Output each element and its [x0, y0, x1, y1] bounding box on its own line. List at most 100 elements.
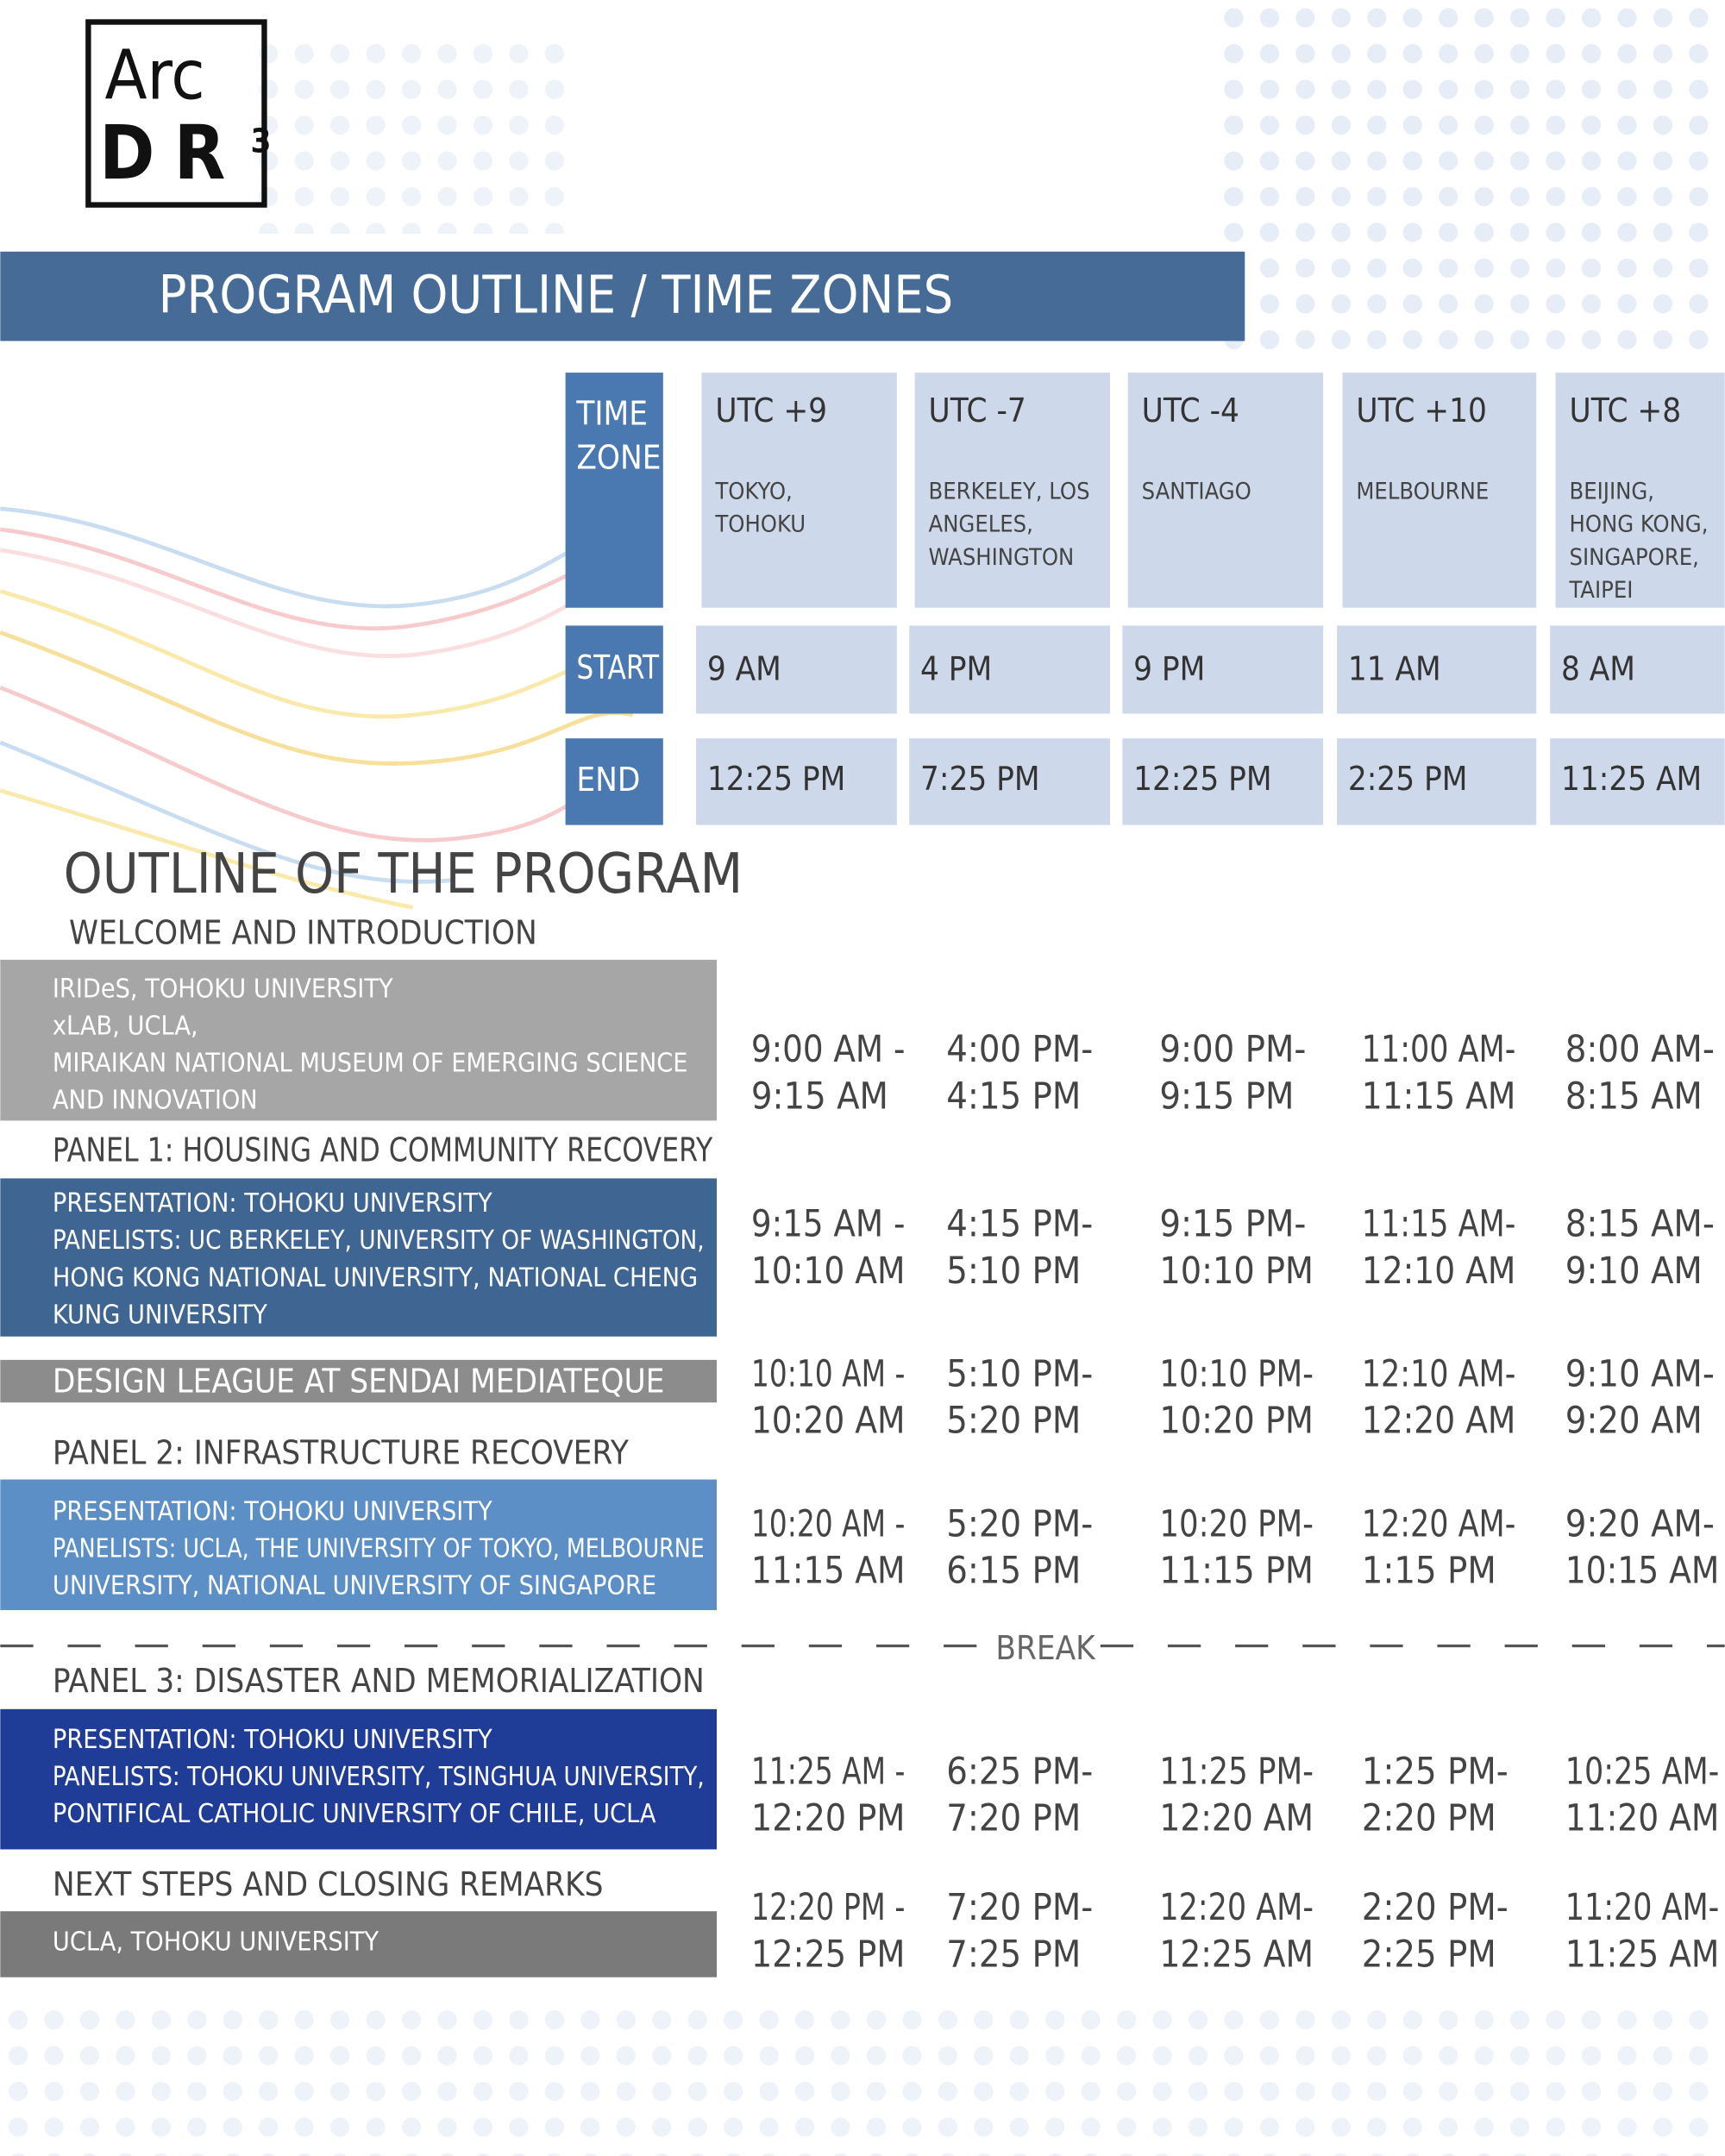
- session-time: 12:10 AM: [1362, 1250, 1516, 1293]
- session-detail: PRESENTATION: TOHOKU UNIVERSITY: [53, 1496, 492, 1526]
- zone-cell: [696, 738, 897, 825]
- zone-utc: UTC +10: [1356, 392, 1487, 430]
- session-time: 12:10 AM-: [1362, 1352, 1516, 1395]
- waves: [0, 506, 634, 910]
- dot-pattern: [1210, 0, 1725, 358]
- session-time: 5:10 PM-: [946, 1352, 1093, 1395]
- session-time: 4:15 PM-: [946, 1203, 1093, 1246]
- zone-cell: [1342, 373, 1537, 608]
- session-time: 9:00 PM-: [1159, 1028, 1306, 1071]
- session-detail: PRESENTATION: TOHOKU UNIVERSITY: [53, 1188, 492, 1219]
- session-time: 12:20 AM-: [1362, 1502, 1516, 1545]
- session-time: 9:00 AM -: [751, 1028, 906, 1071]
- session-time: 11:15 AM: [751, 1549, 906, 1592]
- title-bar: [0, 251, 1245, 342]
- session-time: 11:15 AM-: [1362, 1203, 1516, 1246]
- zone-city: SINGAPORE,: [1570, 544, 1699, 571]
- zone-city: TOHOKU: [714, 511, 806, 538]
- session-time: 8:15 AM-: [1565, 1203, 1715, 1246]
- zone-end: 12:25 PM: [1133, 760, 1272, 799]
- zone-utc: UTC -4: [1142, 392, 1239, 430]
- session-time: 12:20 AM: [1159, 1796, 1314, 1839]
- session-heading: PANEL 3: DISASTER AND MEMORIALIZATION: [53, 1662, 705, 1701]
- session-detail: PANELISTS: TOHOKU UNIVERSITY, TSINGHUA U…: [53, 1762, 705, 1792]
- session-time: 4:15 PM: [946, 1075, 1081, 1118]
- row-label-cell: [565, 373, 663, 608]
- zone-city: SANTIAGO: [1142, 478, 1251, 505]
- session-detail: PRESENTATION: TOHOKU UNIVERSITY: [53, 1725, 492, 1755]
- session-time: 12:20 PM -: [751, 1886, 906, 1929]
- zone-city: HONG KONG,: [1570, 511, 1709, 538]
- session-detail: KUNG UNIVERSITY: [53, 1300, 267, 1330]
- session-time: 10:25 AM-: [1565, 1750, 1720, 1793]
- zone-end: 12:25 PM: [707, 760, 846, 799]
- zone-start: 9 PM: [1133, 650, 1205, 689]
- session-time: 9:15 PM-: [1159, 1203, 1306, 1246]
- session-detail: UCLA, TOHOKU UNIVERSITY: [53, 1927, 379, 1957]
- session-detail: UNIVERSITY, NATIONAL UNIVERSITY OF SINGA…: [53, 1570, 656, 1601]
- session-time: 10:10 PM-: [1159, 1352, 1314, 1395]
- zone-cell: [914, 373, 1110, 608]
- session-time: 2:20 PM: [1362, 1796, 1496, 1839]
- session-time: 7:20 PM: [946, 1796, 1081, 1839]
- session-time: 10:10 PM: [1159, 1250, 1314, 1293]
- zone-city: TOKYO,: [714, 478, 792, 505]
- session-bar: [0, 1708, 717, 1850]
- zone-start: 8 AM: [1561, 650, 1635, 689]
- session-time: 12:25 PM: [751, 1933, 906, 1976]
- session-time: 9:15 AM -: [751, 1203, 906, 1246]
- zone-cell: [1337, 738, 1537, 825]
- session-time: 6:15 PM: [946, 1549, 1081, 1592]
- row-label-cell: [565, 738, 663, 825]
- session-time: 7:25 PM: [946, 1933, 1081, 1976]
- zone-end: 11:25 AM: [1561, 760, 1702, 799]
- session-time: 1:15 PM: [1362, 1549, 1496, 1592]
- dot-pattern: [0, 1993, 1725, 2156]
- zone-city: ANGELES,: [929, 511, 1033, 538]
- zone-end: 7:25 PM: [920, 760, 1040, 799]
- zone-start: 9 AM: [707, 650, 781, 689]
- session-time: 12:20 AM: [1362, 1400, 1516, 1443]
- session-time: 11:15 AM: [1362, 1075, 1516, 1118]
- session-heading: PANEL 2: INFRASTRUCTURE RECOVERY: [53, 1433, 630, 1472]
- session-time: 10:20 AM -: [751, 1502, 906, 1545]
- session-time: 5:10 PM: [946, 1250, 1081, 1293]
- row-label: END: [576, 761, 640, 799]
- session-time: 11:25 AM -: [751, 1750, 906, 1793]
- session-time: 11:20 AM-: [1565, 1886, 1720, 1929]
- zone-city: TAIPEI: [1569, 577, 1634, 604]
- break-label: BREAK: [995, 1629, 1096, 1668]
- zone-cell: [909, 738, 1110, 825]
- session-time: 11:25 PM-: [1159, 1750, 1314, 1793]
- session-time: 8:00 AM-: [1565, 1028, 1715, 1071]
- session-time: 8:15 AM: [1565, 1075, 1703, 1118]
- session-time: 10:10 AM: [751, 1250, 906, 1293]
- title: PROGRAM OUTLINE / TIME ZONES: [159, 266, 954, 326]
- session-time: 12:20 PM: [751, 1796, 906, 1839]
- session-detail: PANELISTS: UCLA, THE UNIVERSITY OF TOKYO…: [53, 1533, 705, 1564]
- session-detail: MIRAIKAN NATIONAL MUSEUM OF EMERGING SCI…: [53, 1049, 688, 1079]
- zone-utc: UTC +9: [715, 392, 827, 430]
- session-time: 9:10 AM-: [1565, 1352, 1715, 1395]
- session-time: 9:15 AM: [751, 1075, 888, 1118]
- zone-cell: [1122, 625, 1324, 714]
- zone-start: 4 PM: [920, 650, 992, 689]
- session-time: 10:10 AM -: [751, 1352, 906, 1395]
- session-time: 5:20 PM-: [946, 1502, 1093, 1545]
- logo-text: Arc: [104, 34, 204, 115]
- session-detail: IRIDeS, TOHOKU UNIVERSITY: [53, 974, 393, 1004]
- session-detail: xLAB, UCLA,: [53, 1012, 198, 1042]
- session-time: 11:15 PM: [1159, 1549, 1314, 1592]
- zone-cell: [1550, 625, 1725, 714]
- session-time: 1:25 PM-: [1362, 1750, 1509, 1793]
- zone-cell: [1122, 738, 1324, 825]
- session-time: 11:25 AM: [1565, 1933, 1720, 1976]
- zone-utc: UTC +8: [1570, 392, 1682, 430]
- session-time: 9:20 AM-: [1565, 1502, 1715, 1545]
- session-bar: [0, 1911, 717, 1977]
- session-time: 10:20 PM-: [1159, 1502, 1314, 1545]
- session-time: 10:15 AM: [1565, 1549, 1720, 1592]
- session-detail: PONTIFICAL CATHOLIC UNIVERSITY OF CHILE,…: [53, 1799, 656, 1829]
